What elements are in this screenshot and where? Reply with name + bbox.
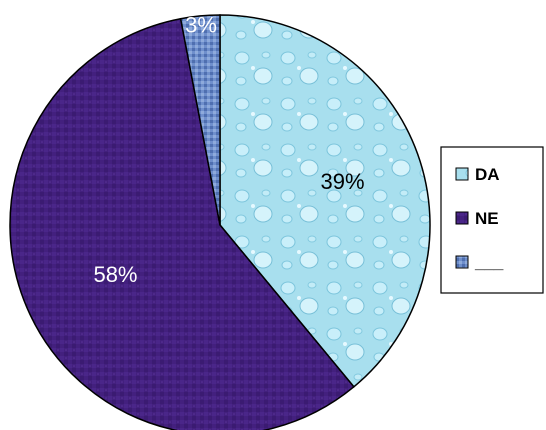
slice-da	[219, 14, 431, 388]
legend-swatch-da	[455, 167, 469, 181]
data-label-blank: 3%	[185, 12, 217, 37]
legend-label-blank: ___	[474, 253, 504, 272]
legend-label-da: DA	[475, 165, 500, 184]
legend-swatch-ne	[455, 211, 469, 225]
legend: DA NE ___	[440, 146, 544, 294]
slice-blank	[179, 14, 221, 226]
data-label-da: 39%	[320, 169, 364, 194]
legend-swatch-blank	[455, 255, 469, 269]
data-label-ne: 58%	[93, 262, 137, 287]
slice-ne	[9, 17, 355, 430]
legend-label-ne: NE	[475, 209, 499, 228]
